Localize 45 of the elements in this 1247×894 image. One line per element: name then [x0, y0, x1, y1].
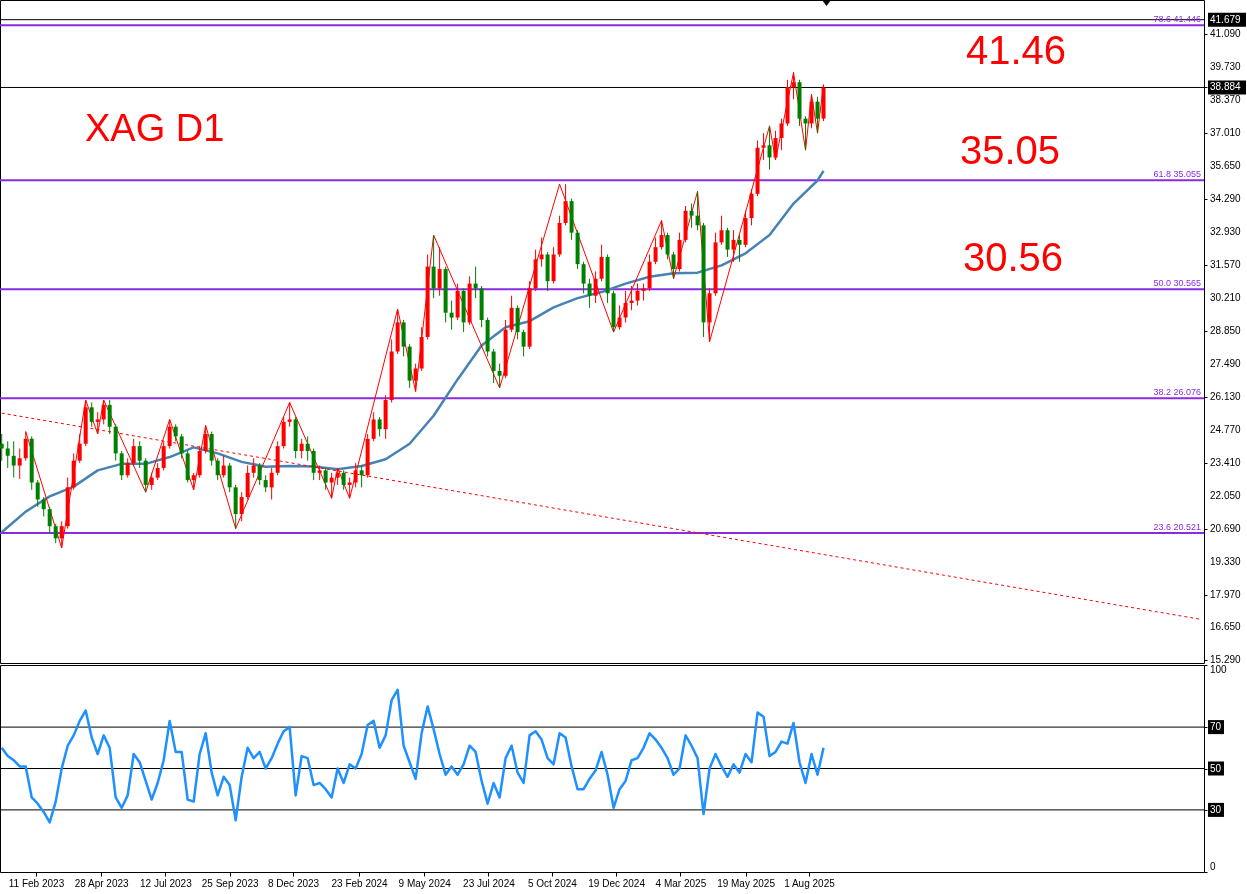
x-tick-label: 23 Feb 2024	[331, 877, 389, 889]
annotation: 41.46	[965, 28, 1067, 72]
y-tick-label: 30.210	[1210, 291, 1242, 303]
x-tick-label: 1 Aug 2025	[784, 877, 836, 889]
y-tick-label: 24.770	[1210, 423, 1242, 435]
x-tick-label: 11 Feb 2023	[8, 877, 65, 889]
ref-line-label: 23.6 20.521	[1153, 521, 1201, 532]
x-tick-label: 5 Oct 2024	[527, 877, 578, 889]
text: XAG D1	[85, 107, 225, 149]
x-tick-label: 12 Jul 2023	[140, 877, 193, 889]
x-tick-label: 19 Dec 2024	[588, 877, 646, 889]
y-tick-label: 17.970	[1210, 588, 1242, 600]
y-tick-label: 34.290	[1210, 192, 1242, 204]
y-tick-label: 37.010	[1210, 126, 1242, 138]
ref-line-label: 38.2 26.076	[1153, 387, 1201, 398]
y-tick-label: 28.850	[1210, 324, 1242, 336]
y-tick-label: 27.490	[1210, 357, 1242, 369]
y-tick-label: 15.290	[1210, 653, 1242, 665]
x-tick-label: 19 May 2025	[717, 877, 776, 889]
x-tick-label: 4 Mar 2025	[655, 877, 707, 889]
y-tick-label: 19.330	[1210, 555, 1242, 567]
x-tick-label: 9 May 2024	[398, 877, 452, 889]
y-tick-label: 22.050	[1210, 489, 1242, 501]
y-tick-label: 38.370	[1210, 93, 1242, 105]
y-tick-label: 0	[1210, 861, 1216, 872]
x-tick-label: 8 Dec 2023	[268, 877, 320, 889]
ref-line-label: 61.8 35.055	[1153, 169, 1201, 180]
y-tick-label: 38.884	[1210, 81, 1242, 93]
x-tick-label: 28 Apr 2023	[74, 877, 130, 889]
ref-line-label: 50.0 30.565	[1153, 278, 1201, 289]
y-tick-label: 26.130	[1210, 390, 1242, 402]
x-tick-label: 23 Jul 2024	[463, 877, 516, 889]
y-tick-label: 16.650	[1210, 620, 1242, 632]
y-tick-label: 35.650	[1210, 159, 1242, 171]
y-tick-label: 39.730	[1210, 60, 1242, 72]
y-tick-label: 20.690	[1210, 522, 1242, 534]
annotation: 30.56	[962, 235, 1064, 279]
y-tick-label: 100	[1210, 664, 1228, 675]
y-tick-label: 32.930	[1210, 225, 1242, 237]
annotation: 35.05	[959, 128, 1061, 172]
x-tick-label: 25 Sep 2023	[201, 877, 259, 889]
y-tick-label: 41.679	[1210, 13, 1242, 25]
y-tick-label: 41.090	[1210, 27, 1242, 39]
y-tick-label: 23.410	[1210, 456, 1242, 468]
y-tick-label: 31.570	[1210, 258, 1242, 270]
